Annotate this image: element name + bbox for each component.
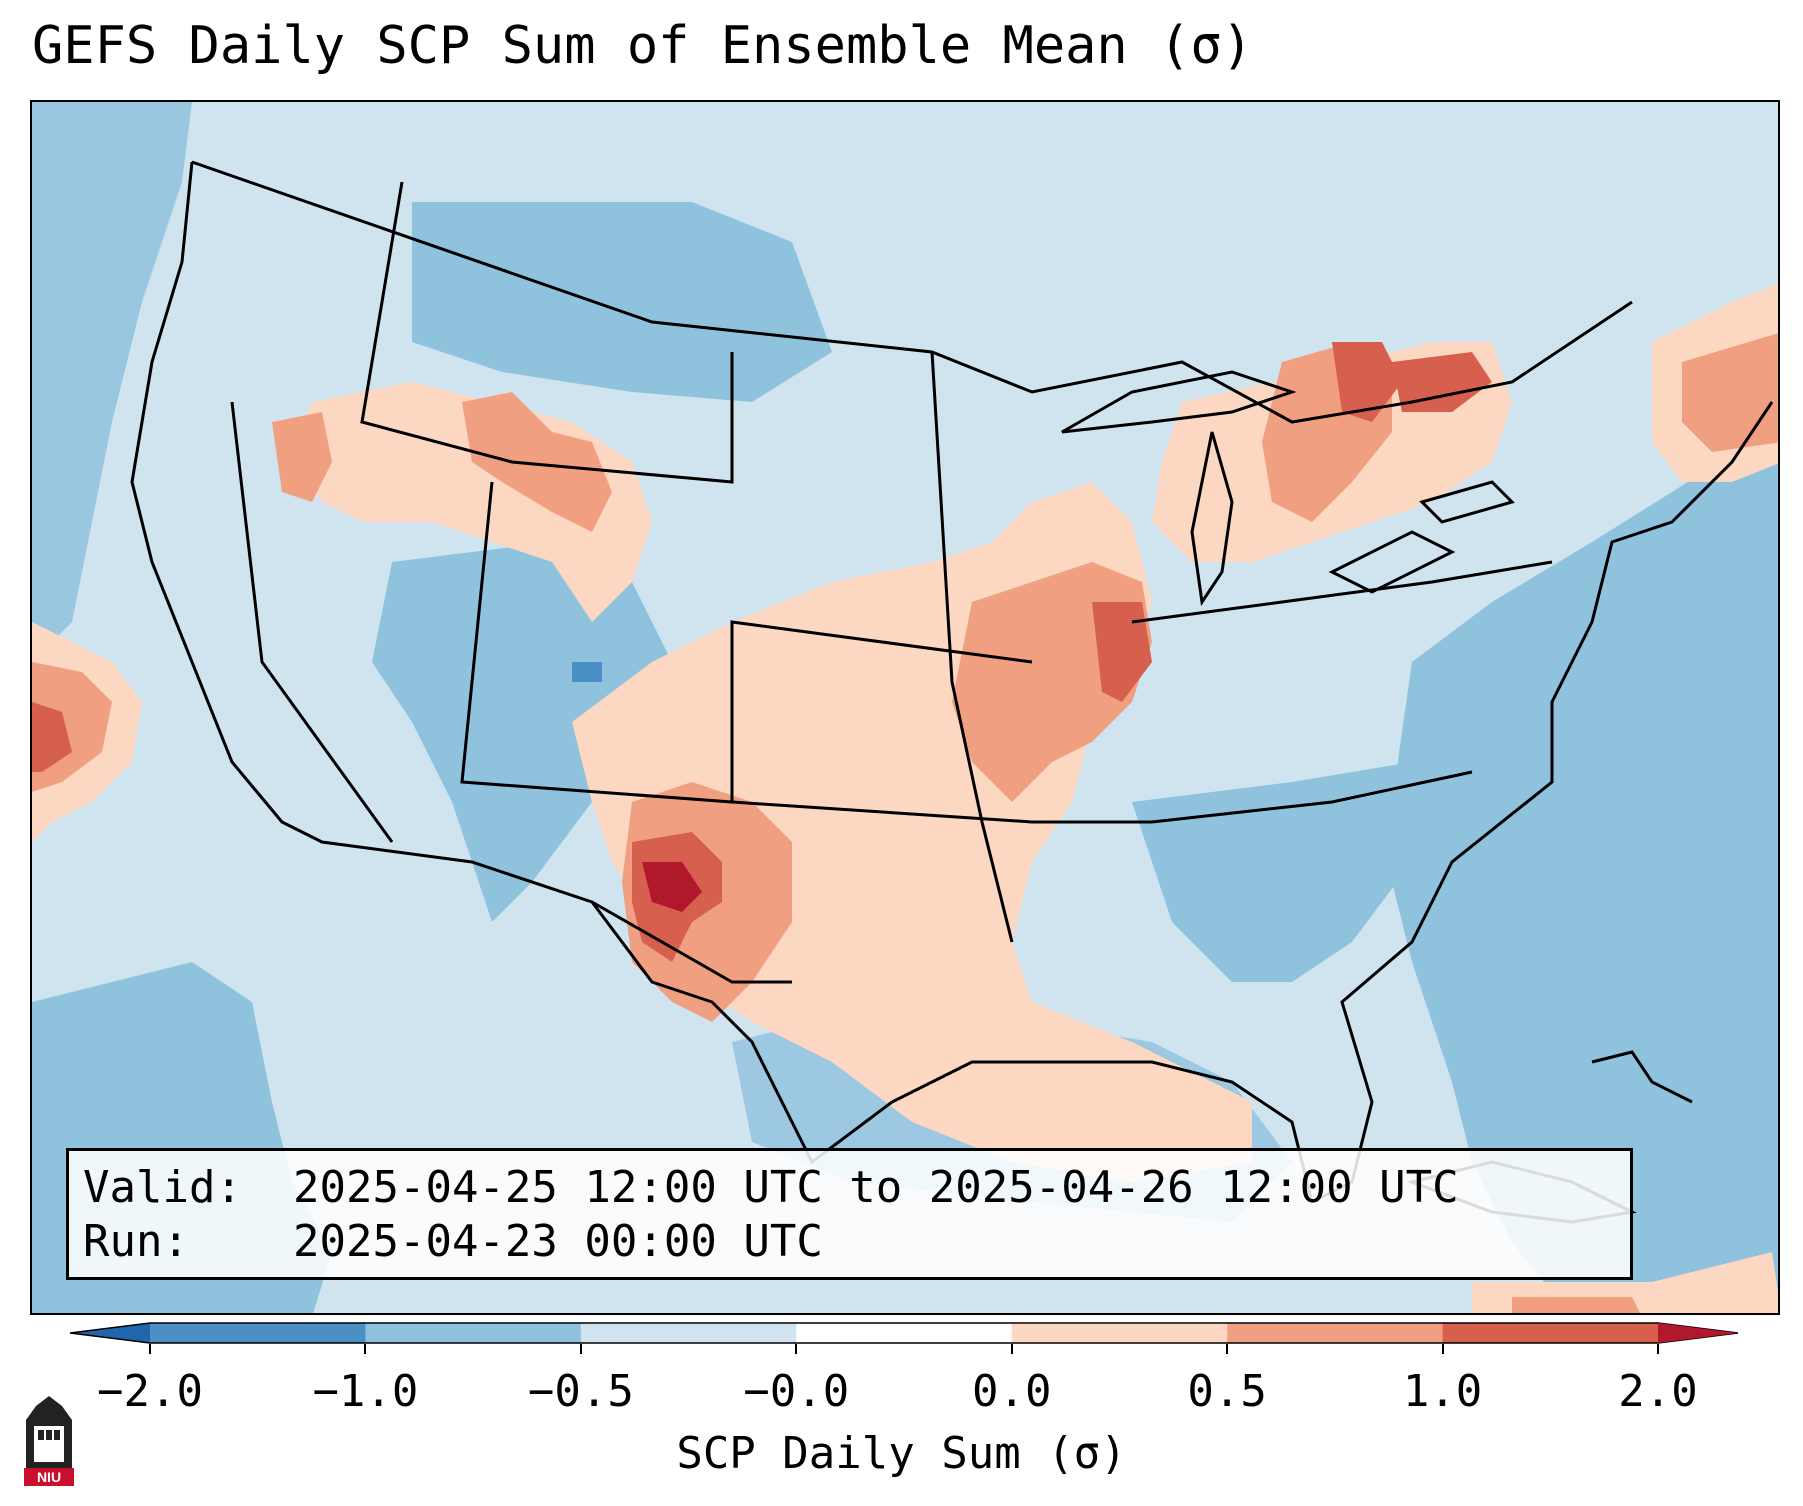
- texas-panhandle-max: [642, 862, 702, 912]
- run-value: 2025-04-23 00:00 UTC: [293, 1216, 823, 1267]
- colorado-dark-cell: [572, 662, 602, 682]
- colorbar-bin-3: [796, 1323, 1013, 1343]
- state-line-4: [930, 351, 1014, 943]
- state-line-5: [1131, 560, 1553, 624]
- valid-value: 2025-04-25 12:00 UTC to 2025-04-26 12:00…: [293, 1162, 1459, 1213]
- colorbar-label: SCP Daily Sum (σ): [676, 1428, 1127, 1479]
- colorbar-tick-mark: [1010, 1344, 1013, 1354]
- logo-text: NIU: [37, 1469, 61, 1485]
- state-line-6: [1151, 770, 1473, 824]
- great-lakes: [1061, 370, 1515, 607]
- rockies-anomaly-mid: [462, 392, 612, 532]
- colorbar-bin-0: [150, 1323, 366, 1343]
- michigan-anomaly-high: [1332, 342, 1402, 422]
- colorbar-bin-6: [1442, 1323, 1659, 1343]
- colorbar-under-arrow: [70, 1323, 150, 1343]
- colorbar-tick-label: 0.5: [1187, 1366, 1267, 1417]
- lake-ontario: [1419, 480, 1515, 524]
- lake-michigan: [1190, 431, 1234, 607]
- lake-erie: [1328, 530, 1456, 594]
- colorbar-tick-mark: [1226, 1344, 1229, 1354]
- atlantic-ocean-field: [1392, 424, 1778, 1313]
- caribbean-anomaly-mid: [1512, 1297, 1640, 1313]
- scp-map: [32, 102, 1778, 1313]
- state-line-7: [230, 401, 394, 843]
- colorbar-tick-label: −2.0: [97, 1366, 203, 1417]
- pacific-ocean-field: [32, 102, 192, 662]
- run-label: Run:: [83, 1216, 189, 1267]
- canada-border: [191, 160, 1633, 424]
- pacific-sw-anomaly-high: [32, 702, 72, 772]
- colorbar-bin-2: [580, 1323, 797, 1343]
- valid-run-info-box: Valid: 2025-04-25 12:00 UTC to 2025-04-26…: [66, 1148, 1633, 1280]
- niu-logo: NIU: [24, 1396, 74, 1486]
- colorbar-tick-label: 2.0: [1618, 1366, 1698, 1417]
- colorbar-tick-label: 0.0: [971, 1366, 1052, 1417]
- page-title: GEFS Daily SCP Sum of Ensemble Mean (σ): [32, 16, 1253, 76]
- colorbar-tick-mark: [149, 1344, 151, 1354]
- state-line-1: [360, 181, 734, 484]
- colorbar-bin-1: [365, 1323, 582, 1343]
- colorbar-bins: [70, 1322, 1738, 1344]
- colorbar-over-arrow: [1658, 1323, 1738, 1343]
- colorbar-tick-label: −0.5: [527, 1366, 634, 1417]
- idaho-anomaly-mid: [272, 412, 332, 502]
- lake-ontario-anomaly: [1392, 352, 1492, 412]
- intermountain-blue: [372, 542, 672, 922]
- colorbar-tick-mark: [795, 1344, 798, 1354]
- boundaries: [130, 160, 1774, 1205]
- colorbar-tick-mark: [364, 1344, 367, 1354]
- colorbar-border: [70, 1322, 1738, 1344]
- mississippi-valley-high: [1092, 602, 1152, 702]
- colorbar-bin-4: [1011, 1323, 1228, 1343]
- state-line-3: [731, 800, 1152, 824]
- state-line-8: [591, 900, 792, 984]
- bahamas-outline: [1591, 1050, 1693, 1104]
- new-england-anomaly-mid: [1682, 333, 1778, 452]
- colorbar-bin-5: [1227, 1323, 1444, 1343]
- colorbar-tick-mark: [1441, 1344, 1444, 1354]
- northern-plains-blue: [412, 202, 832, 402]
- colorbar-tick-label: −1.0: [312, 1366, 419, 1417]
- valid-label: Valid:: [83, 1162, 242, 1213]
- colorbar-tick-label: 1.0: [1402, 1366, 1483, 1417]
- lake-superior: [1061, 370, 1297, 434]
- map-panel: [30, 100, 1780, 1315]
- us-border-outline: [130, 161, 1774, 1205]
- colorbar-tick-mark: [579, 1344, 582, 1354]
- colorbar: [70, 1322, 1738, 1344]
- colorbar-tick-label: −0.0: [743, 1366, 850, 1417]
- colorbar-tick-mark: [1657, 1344, 1659, 1354]
